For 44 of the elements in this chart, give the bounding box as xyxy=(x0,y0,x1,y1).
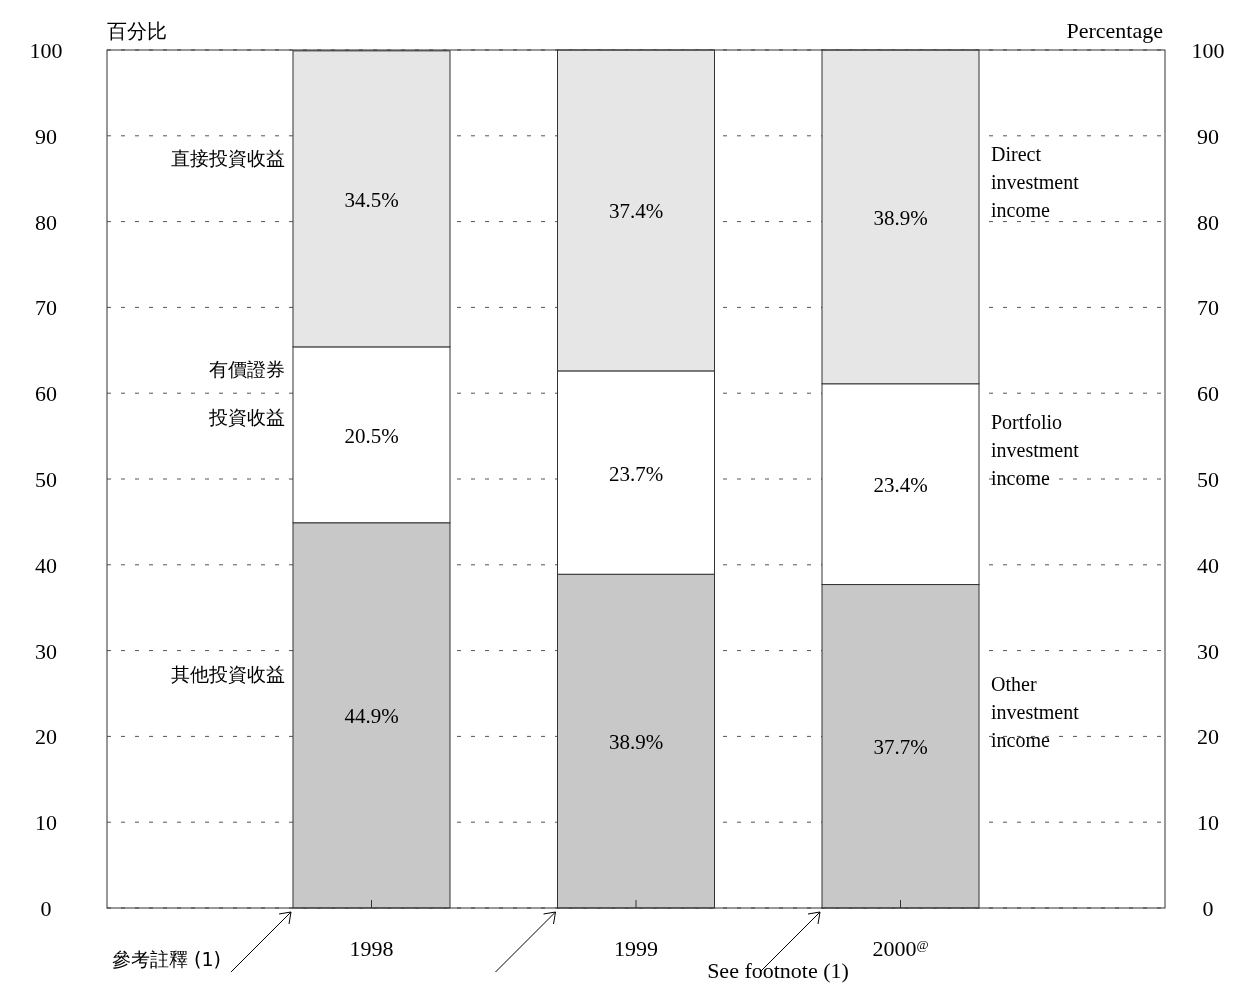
data-label: 38.9% xyxy=(873,205,928,230)
y-tick-label: 60 xyxy=(35,381,57,407)
y2-tick-label: 40 xyxy=(1197,552,1219,578)
y2-tick-label: 10 xyxy=(1197,810,1219,836)
series-label: 直接投資收益 xyxy=(171,146,285,169)
y2-tick-label: 90 xyxy=(1197,123,1219,149)
y-tick-label: 90 xyxy=(35,123,57,149)
y2-tick-label: 50 xyxy=(1197,467,1219,492)
y2-tick-label: 70 xyxy=(1197,295,1219,321)
data-label: 37.7% xyxy=(873,735,928,760)
y-tick-label: 100 xyxy=(29,38,63,63)
annotation: Other investment income xyxy=(991,672,1080,751)
data-label: 23.7% xyxy=(608,461,664,486)
y2-tick-label: 20 xyxy=(1197,724,1219,750)
x-tick-label: 1998 xyxy=(349,936,394,961)
y2-tick-label: 30 xyxy=(1197,638,1219,664)
y2-tick-label: 100 xyxy=(1191,38,1225,63)
data-label: 44.9% xyxy=(344,704,399,729)
y-axis-title: 百分比 xyxy=(107,19,167,43)
data-label: 38.9% xyxy=(608,730,664,755)
y2-tick-label: 60 xyxy=(1197,381,1219,407)
text: See footnote (1) xyxy=(707,958,849,983)
annotation: Direct investment income xyxy=(991,143,1080,222)
y-tick-label: 80 xyxy=(35,209,57,235)
text: 有價證券投資收益 xyxy=(209,358,285,429)
y-tick-label: 10 xyxy=(35,810,57,836)
data-label: 23.4% xyxy=(873,473,928,498)
data-label: 34.5% xyxy=(344,187,399,212)
y-tick-label: 0 xyxy=(40,896,52,921)
y2-tick-label: 80 xyxy=(1197,209,1219,235)
y-tick-label: 30 xyxy=(35,638,57,664)
y-tick-label: 20 xyxy=(35,724,57,750)
x-tick-label: 1999 xyxy=(614,936,658,961)
x-tick-label: 2000$^{@}$ xyxy=(872,936,929,961)
y2-axis-title: Percentage xyxy=(1066,18,1163,43)
data-label: 37.4% xyxy=(608,199,664,224)
text: 參考註釋 (1) xyxy=(112,948,221,970)
data-label: 20.5% xyxy=(344,423,399,448)
y-tick-label: 50 xyxy=(35,467,57,492)
y-tick-label: 70 xyxy=(35,295,57,321)
y-tick-label: 40 xyxy=(35,552,57,578)
series-label: 其他投資收益 xyxy=(171,663,285,686)
y2-tick-label: 0 xyxy=(1202,896,1214,921)
annotation: Portfolio investment income xyxy=(991,410,1080,489)
